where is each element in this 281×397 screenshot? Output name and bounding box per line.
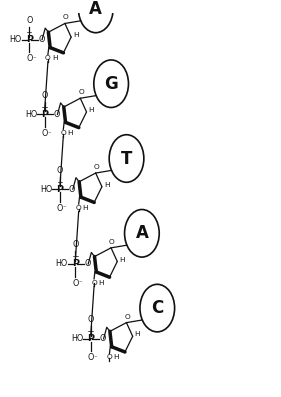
Text: O: O <box>57 204 63 213</box>
Text: O: O <box>91 279 97 286</box>
Text: H: H <box>113 355 119 360</box>
Text: ⁻: ⁻ <box>78 280 82 287</box>
Text: P: P <box>26 35 33 44</box>
Text: HO: HO <box>10 35 22 44</box>
Text: ⁻: ⁻ <box>48 131 51 137</box>
Text: O: O <box>41 91 48 100</box>
Text: T: T <box>121 150 132 168</box>
Text: H: H <box>135 331 140 337</box>
Text: P: P <box>56 185 64 194</box>
Text: O: O <box>106 355 112 360</box>
Text: O: O <box>72 279 78 287</box>
Text: H: H <box>52 55 57 61</box>
Text: O: O <box>109 239 115 245</box>
Text: H: H <box>67 130 73 136</box>
Text: O: O <box>76 205 81 211</box>
Text: O: O <box>72 241 78 249</box>
Text: O: O <box>63 14 69 20</box>
Text: HO: HO <box>25 110 37 119</box>
Text: ⁻: ⁻ <box>63 206 67 212</box>
Text: H: H <box>119 256 125 262</box>
Text: P: P <box>41 110 48 119</box>
Text: O: O <box>38 35 44 44</box>
Text: O: O <box>94 164 99 170</box>
Text: HO: HO <box>56 260 68 268</box>
Text: ⁻: ⁻ <box>94 355 97 361</box>
Text: O: O <box>54 110 60 119</box>
Text: O: O <box>124 314 130 320</box>
Text: C: C <box>151 299 164 317</box>
Text: O: O <box>57 166 63 175</box>
Text: ⁻: ⁻ <box>32 56 36 62</box>
Text: A: A <box>135 224 148 242</box>
Text: O: O <box>88 315 94 324</box>
Text: HO: HO <box>71 334 83 343</box>
Text: G: G <box>104 75 118 93</box>
Text: P: P <box>72 260 79 268</box>
Text: O: O <box>88 353 94 362</box>
Text: H: H <box>73 32 79 38</box>
Text: P: P <box>87 334 94 343</box>
Text: O: O <box>41 129 48 138</box>
Text: A: A <box>89 0 102 18</box>
Text: H: H <box>98 279 103 286</box>
Text: O: O <box>78 89 84 95</box>
Text: H: H <box>89 107 94 113</box>
Text: O: O <box>26 16 32 25</box>
Text: O: O <box>100 334 106 343</box>
Text: H: H <box>104 182 109 188</box>
Text: O: O <box>26 54 32 63</box>
Text: O: O <box>69 185 75 194</box>
Text: HO: HO <box>40 185 53 194</box>
Text: O: O <box>84 260 91 268</box>
Text: O: O <box>45 55 51 61</box>
Text: O: O <box>60 130 66 136</box>
Text: H: H <box>83 205 88 211</box>
